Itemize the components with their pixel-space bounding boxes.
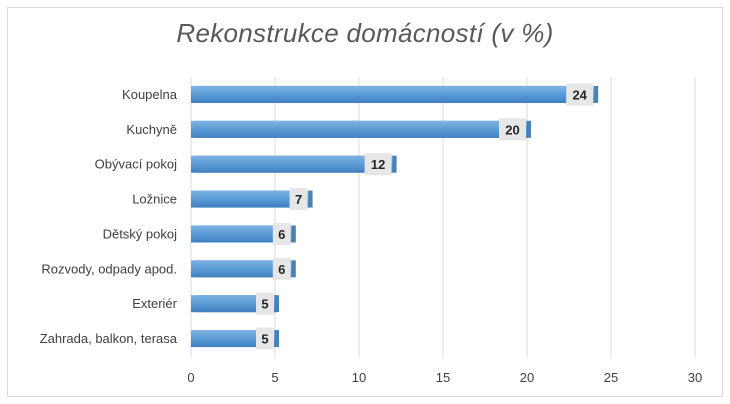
bar: [191, 120, 527, 138]
category-labels: Koupelna Kuchyně Obývací pokoj Ložnice Dětsk…: [40, 87, 178, 346]
data-label-box: [289, 188, 308, 211]
category-label: Kuchyně: [126, 122, 177, 137]
x-tick-label: 0: [187, 370, 194, 385]
data-label: 12: [371, 157, 385, 172]
bar: [191, 85, 595, 103]
data-label: 6: [278, 227, 285, 242]
bar: [191, 295, 275, 313]
category-label: Dětský pokoj: [103, 226, 178, 241]
data-label: 24: [572, 87, 587, 102]
gridlines: [190, 77, 696, 358]
data-labels: 24 20 12 7 6 6 5 5: [256, 83, 594, 350]
bar: [191, 190, 309, 208]
bar: [191, 330, 275, 348]
bar: [191, 260, 292, 278]
data-label-box: [364, 153, 392, 176]
data-label: 6: [278, 262, 285, 277]
bar: [191, 155, 393, 173]
x-tick-label: 15: [436, 370, 450, 385]
data-label-box: [499, 118, 526, 141]
data-label: 7: [295, 192, 302, 207]
x-tick-label: 25: [604, 370, 618, 385]
data-label-box: [272, 257, 291, 280]
data-label: 20: [505, 122, 519, 137]
x-tick-labels: 0 5 10 15 20 25 30: [187, 370, 702, 385]
chart-frame: [7, 7, 723, 397]
data-label-box: [256, 292, 274, 315]
chart-title: Rekonstrukce domácností (v %): [176, 18, 554, 48]
data-label-box: [256, 327, 274, 350]
category-label: Obývací pokoj: [95, 157, 177, 172]
x-tick-label: 10: [352, 370, 366, 385]
data-label-box: [566, 83, 594, 106]
bar: [191, 225, 292, 243]
category-label: Rozvody, odpady apod.: [41, 261, 177, 276]
category-label: Ložnice: [132, 192, 177, 207]
data-label: 5: [261, 297, 268, 312]
x-tick-label: 20: [520, 370, 534, 385]
category-label: Zahrada, balkon, terasa: [40, 331, 178, 346]
category-label: Exteriér: [132, 296, 177, 311]
category-label: Koupelna: [122, 87, 178, 102]
data-label-box: [272, 222, 291, 245]
x-tick-label: 5: [271, 370, 278, 385]
data-label: 5: [261, 332, 268, 347]
bars: [191, 85, 599, 348]
x-tick-label: 30: [688, 370, 702, 385]
